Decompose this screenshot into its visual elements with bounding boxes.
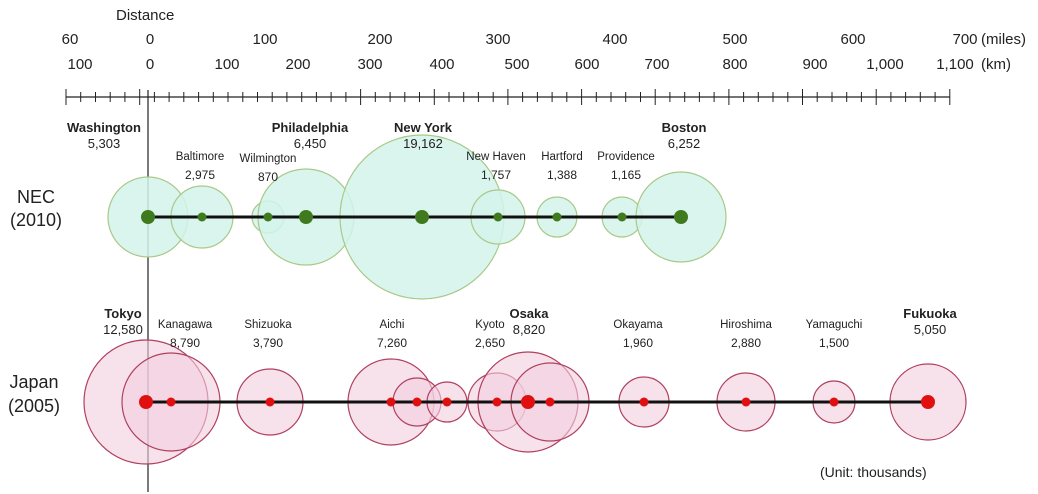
japan-city-dots — [139, 395, 935, 409]
km-tick-label: 1,000 — [866, 56, 904, 73]
nec-city-dot — [552, 212, 562, 222]
japan-city-name: Hiroshima — [720, 319, 772, 331]
japan-city-dot — [921, 395, 935, 409]
miles-tick-label: 600 — [840, 31, 865, 48]
axis-title: Distance — [116, 7, 174, 24]
nec-city-name: Washington — [67, 120, 141, 135]
nec-city-dot — [415, 210, 429, 224]
japan-city-dot — [492, 397, 502, 407]
km-tick-label: 700 — [644, 56, 669, 73]
japan-city-name: Kanagawa — [158, 319, 213, 331]
nec-city-name: Wilmington — [240, 153, 297, 165]
nec-city-population: 1,757 — [481, 168, 511, 182]
miles-tick-label: 0 — [146, 31, 154, 48]
japan-city-dot — [442, 397, 452, 407]
km-tick-label: 100 — [214, 56, 239, 73]
japan-city-population: 12,580 — [103, 322, 143, 337]
japan-city-name: Osaka — [509, 306, 549, 321]
japan-city-population: 8,820 — [513, 322, 546, 337]
miles-tick-label: 400 — [602, 31, 627, 48]
unit-note: (Unit: thousands) — [820, 464, 927, 480]
japan-city-name: Tokyo — [104, 306, 141, 321]
km-tick-label: 400 — [429, 56, 454, 73]
km-tick-label: 600 — [574, 56, 599, 73]
km-tick-label: 900 — [802, 56, 827, 73]
nec-city-dot — [299, 210, 313, 224]
nec-city-name: Philadelphia — [272, 120, 349, 135]
km-unit: (km) — [981, 56, 1011, 73]
japan-city-name: Aichi — [380, 319, 405, 331]
nec-city-name: Baltimore — [176, 151, 225, 163]
nec-city-population: 2,975 — [185, 168, 215, 182]
japan-city-dot — [412, 397, 422, 407]
nec-city-population: 19,162 — [403, 136, 443, 151]
japan-row-year: (2005) — [8, 396, 60, 416]
japan-city-population: 2,650 — [475, 336, 505, 350]
japan-city-dot — [545, 397, 555, 407]
nec-city-dot — [263, 212, 273, 222]
japan-row-label: Japan — [9, 372, 58, 392]
nec-city-name: Hartford — [541, 151, 583, 163]
japan-city-name: Fukuoka — [903, 306, 957, 321]
japan-city-population: 1,500 — [819, 336, 849, 350]
ruler-ticks — [65, 89, 951, 105]
km-tick-label: 500 — [504, 56, 529, 73]
japan-city-dot — [166, 397, 176, 407]
miles-tick-label: 60 — [62, 31, 79, 48]
japan-city-population: 1,960 — [623, 336, 653, 350]
km-labels: 100 0 100 200 300 400 500 600 700 800 900 1,000 1,10… — [67, 56, 973, 73]
nec-city-name: Boston — [662, 120, 707, 135]
nec-city-name: New Haven — [466, 151, 525, 163]
nec-row-label: NEC — [17, 187, 55, 207]
japan-city-population: 2,880 — [731, 336, 761, 350]
nec-city-population: 5,303 — [88, 136, 121, 151]
miles-tick-label: 300 — [485, 31, 510, 48]
km-tick-label: 200 — [285, 56, 310, 73]
japan-city-dot — [139, 395, 153, 409]
japan-city-name: Shizuoka — [244, 319, 292, 331]
japan-city-population: 8,790 — [170, 336, 200, 350]
nec-city-dots — [141, 210, 688, 224]
miles-tick-label: 100 — [252, 31, 277, 48]
nec-city-population: 6,450 — [294, 136, 327, 151]
miles-unit: (miles) — [981, 31, 1026, 48]
nec-city-dot — [493, 212, 503, 222]
km-tick-label: 1,100 — [936, 56, 974, 73]
japan-city-dot — [521, 395, 535, 409]
japan-city-name: Okayama — [613, 319, 663, 331]
nec-city-dot — [617, 212, 627, 222]
nec-city-name: New York — [394, 120, 453, 135]
nec-city-dot — [674, 210, 688, 224]
miles-labels: 60 0 100 200 300 400 500 600 700 — [62, 31, 978, 48]
km-tick-label: 0 — [146, 56, 154, 73]
japan-city-dot — [829, 397, 839, 407]
japan-city-dot — [741, 397, 751, 407]
miles-tick-label: 500 — [722, 31, 747, 48]
nec-city-population: 1,165 — [611, 168, 641, 182]
km-tick-label: 800 — [722, 56, 747, 73]
km-tick-label: 100 — [67, 56, 92, 73]
japan-city-population: 7,260 — [377, 336, 407, 350]
japan-city-dot — [639, 397, 649, 407]
nec-city-population: 1,388 — [547, 168, 577, 182]
japan-city-population: 3,790 — [253, 336, 283, 350]
japan-city-name: Yamaguchi — [806, 319, 863, 331]
nec-city-population: 6,252 — [668, 136, 701, 151]
nec-city-dot — [141, 210, 155, 224]
japan-city-name: Kyoto — [475, 319, 504, 331]
nec-row-year: (2010) — [10, 210, 62, 230]
nec-city-population: 870 — [258, 170, 278, 184]
japan-city-population: 5,050 — [914, 322, 947, 337]
japan-city-dot — [386, 397, 396, 407]
miles-tick-label: 200 — [367, 31, 392, 48]
nec-city-name: Providence — [597, 151, 655, 163]
km-tick-label: 300 — [357, 56, 382, 73]
japan-city-dot — [265, 397, 275, 407]
nec-city-dot — [197, 212, 207, 222]
miles-tick-label: 700 — [952, 31, 977, 48]
